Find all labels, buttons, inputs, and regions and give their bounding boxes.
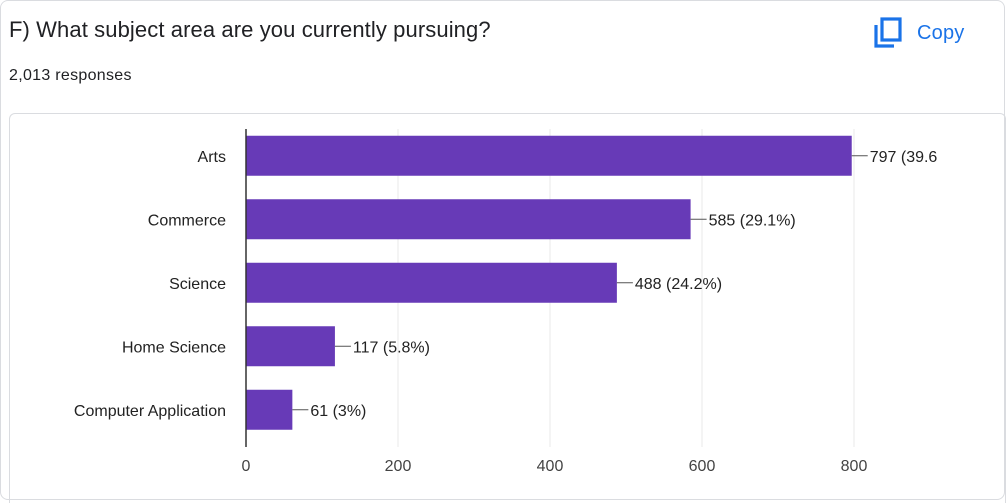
data-label: 61 (3%) — [310, 403, 366, 420]
data-label: 585 (29.1%) — [709, 212, 796, 229]
data-label: 117 (5.8%) — [353, 339, 430, 356]
copy-button[interactable]: Copy — [873, 13, 993, 53]
copy-icon — [873, 17, 903, 49]
data-label: 797 (39.6 — [870, 149, 938, 166]
bar-computer-application — [246, 389, 293, 430]
x-tick-label-0: 0 — [242, 458, 251, 475]
category-label: Computer Application — [74, 403, 226, 420]
copy-label: Copy — [917, 21, 965, 44]
category-label: Commerce — [148, 212, 226, 229]
category-label: Science — [169, 276, 226, 293]
bar-science — [246, 262, 617, 303]
category-label: Home Science — [122, 339, 226, 356]
question-title: F) What subject area are you currently p… — [9, 17, 491, 42]
bar-arts — [246, 135, 852, 176]
category-label: Arts — [198, 149, 226, 166]
data-label: 488 (24.2%) — [635, 276, 722, 293]
bar-chart: 0 200 400 600 800 Arts 797 (39.6 Commerce 585 (2… — [74, 129, 938, 475]
x-tick-label-600: 600 — [689, 458, 716, 475]
response-count: 2,013 responses — [9, 67, 132, 84]
bar-home-science — [246, 326, 335, 367]
x-tick-label-400: 400 — [537, 458, 564, 475]
x-tick-label-800: 800 — [841, 458, 868, 475]
bar-commerce — [246, 199, 691, 240]
chart-area: 0 200 400 600 800 Arts 797 (39.6 Commerce 585 (2… — [9, 113, 1006, 503]
x-tick-label-200: 200 — [385, 458, 412, 475]
chart-frame — [9, 113, 1006, 503]
